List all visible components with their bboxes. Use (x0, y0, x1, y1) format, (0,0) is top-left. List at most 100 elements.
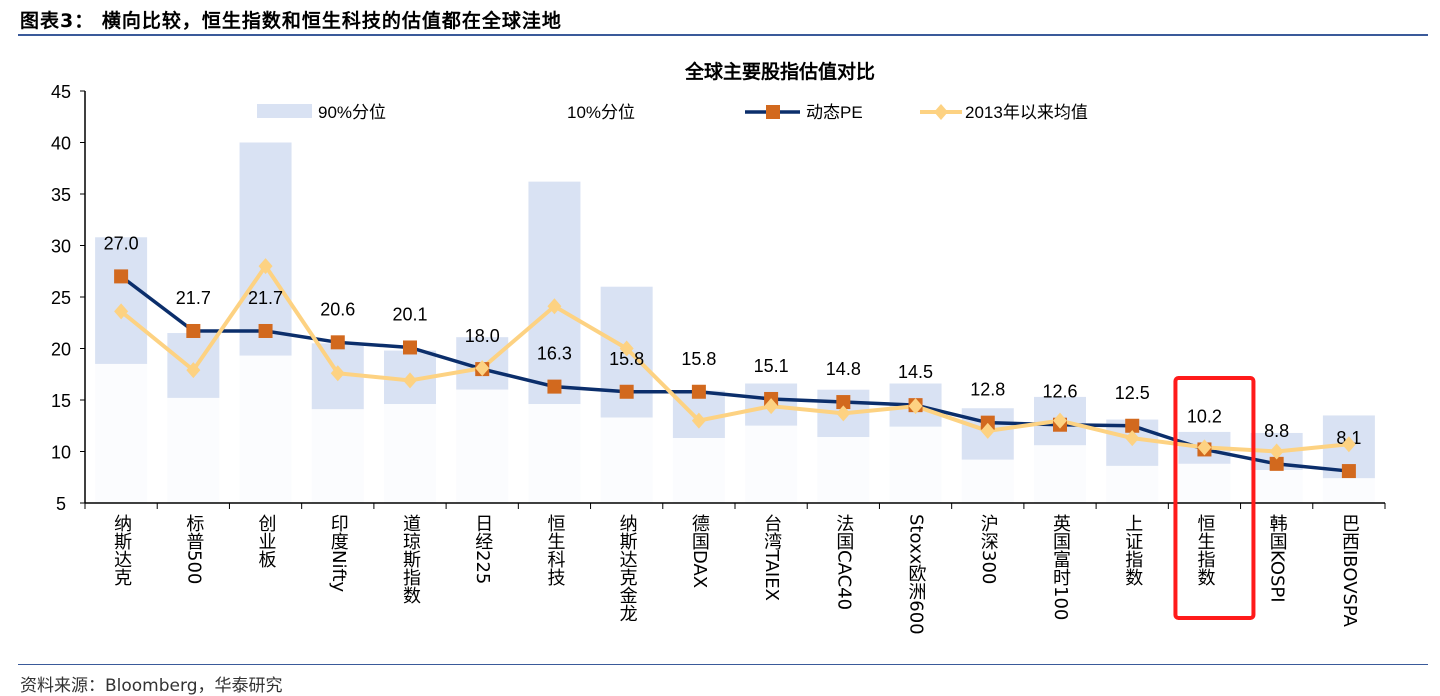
x-tick-label: 创业板 (255, 514, 277, 568)
pe-marker (1269, 456, 1284, 471)
pe-marker (619, 384, 634, 399)
x-tick-label: 法国CAC40 (833, 514, 855, 611)
x-tick-label: 纳斯达克金龙 (616, 514, 638, 622)
x-tick-label: 印度Nifty (327, 514, 349, 593)
avg-marker (908, 398, 923, 415)
y-tick-label: 5 (56, 494, 66, 514)
legend-label-10: 10%分位 (567, 103, 635, 122)
highlight-box (1173, 376, 1256, 620)
pe-marker (980, 415, 995, 430)
source-note: 资料来源：Bloomberg，华泰研究 (20, 676, 283, 696)
pe-data-label: 12.8 (970, 380, 1005, 400)
avg-line (119, 262, 1350, 454)
x-tick-label: 韩国KOSPI (1266, 514, 1288, 603)
pe-marker (836, 395, 851, 410)
x-tick-label: 英国富时100 (1050, 514, 1071, 621)
x-tick-label: 沪深300 (977, 514, 999, 585)
pe-marker (258, 323, 273, 338)
figure-title: 图表3： 横向比较，恒生指数和恒生科技的估值都在全球洼地 (20, 10, 562, 32)
legend-label-avg: 2013年以来均值 (965, 103, 1088, 122)
pe-marker (330, 335, 345, 350)
pe-data-label: 12.5 (1115, 383, 1150, 403)
band-below-10 (889, 426, 942, 503)
avg-marker (1341, 436, 1356, 453)
y-tick-label: 15 (51, 391, 71, 411)
y-tick-label: 35 (51, 185, 71, 205)
pe-data-label: 21.7 (248, 288, 283, 308)
pe-data-label: 15.1 (754, 356, 789, 376)
avg-marker (1125, 430, 1140, 447)
avg-marker (547, 298, 562, 315)
bottom-rule (18, 664, 1428, 665)
pe-data-label: 12.6 (1042, 382, 1077, 402)
band-below-10 (1250, 470, 1303, 503)
avg-marker (764, 398, 779, 415)
y-tick-label: 25 (51, 288, 71, 308)
legend-label-90: 90%分位 (318, 103, 386, 122)
band-90-10 (528, 181, 581, 405)
band-below-10 (817, 437, 870, 503)
y-tick-label: 30 (51, 237, 71, 257)
x-tick-label: 台湾TAIEX (761, 514, 783, 601)
x-tick-label: 日经225 (472, 514, 494, 585)
band-90-10 (239, 142, 292, 356)
band-below-10 (95, 363, 148, 503)
x-tick-label: 恒生科技 (544, 514, 566, 586)
pe-data-label: 27.0 (104, 233, 139, 253)
x-tick-label: Stoxx欧洲600 (905, 514, 927, 635)
avg-marker (330, 365, 345, 382)
legend-swatch-90 (257, 104, 312, 118)
band-below-10 (528, 404, 581, 503)
band-below-10 (745, 425, 798, 503)
avg-marker (403, 372, 417, 389)
band-below-10 (1106, 465, 1159, 503)
pe-data-label: 14.5 (898, 362, 933, 382)
avg-marker (475, 360, 490, 377)
band-below-10 (1322, 478, 1375, 503)
top-rule (18, 34, 1428, 36)
avg-marker (1269, 443, 1284, 460)
pe-data-label: 14.8 (826, 359, 861, 379)
y-tick-label: 10 (51, 443, 71, 463)
band-below-10 (311, 409, 364, 503)
y-tick-label: 20 (51, 340, 71, 360)
pe-marker (186, 323, 201, 338)
legend-label-pe: 动态PE (806, 103, 863, 122)
avg-marker (619, 340, 634, 357)
pe-data-label: 20.6 (320, 299, 355, 319)
pe-line (120, 275, 1350, 473)
x-tick-label: 上证指数 (1122, 514, 1144, 586)
x-tick-label: 巴西IBOVSPA (1338, 514, 1360, 627)
pe-marker (1125, 418, 1140, 433)
pe-data-label: 21.7 (176, 288, 211, 308)
band-below-10 (1034, 445, 1086, 503)
avg-marker (836, 405, 851, 422)
band-below-10 (1178, 463, 1231, 503)
legend-marker-avg (934, 104, 948, 120)
pe-marker (1341, 464, 1356, 479)
chart-title: 全球主要股指估值对比 (684, 60, 875, 83)
pe-data-label: 15.8 (681, 349, 716, 369)
band-90-10 (95, 237, 148, 364)
avg-marker (1053, 412, 1067, 429)
band-below-10 (167, 397, 220, 503)
avg-marker (1197, 439, 1212, 456)
x-tick-label: 标普500 (183, 514, 205, 585)
pe-marker (691, 384, 706, 399)
legend-marker-pe (766, 105, 780, 119)
x-tick-label: 纳斯达克 (111, 514, 133, 586)
avg-marker (980, 422, 995, 439)
pe-marker (114, 269, 129, 284)
band-below-10 (384, 404, 436, 503)
pe-data-label: 20.1 (392, 304, 427, 324)
x-tick-label: 道琼斯指数 (400, 514, 421, 604)
band-below-10 (672, 438, 725, 503)
avg-marker (258, 258, 273, 275)
x-tick-label: 德国DAX (688, 514, 710, 589)
pe-marker (403, 340, 417, 355)
y-tick-label: 45 (51, 82, 71, 102)
pe-data-label: 18.0 (465, 326, 500, 346)
pe-data-label: 16.3 (537, 344, 572, 364)
band-below-10 (961, 459, 1014, 503)
